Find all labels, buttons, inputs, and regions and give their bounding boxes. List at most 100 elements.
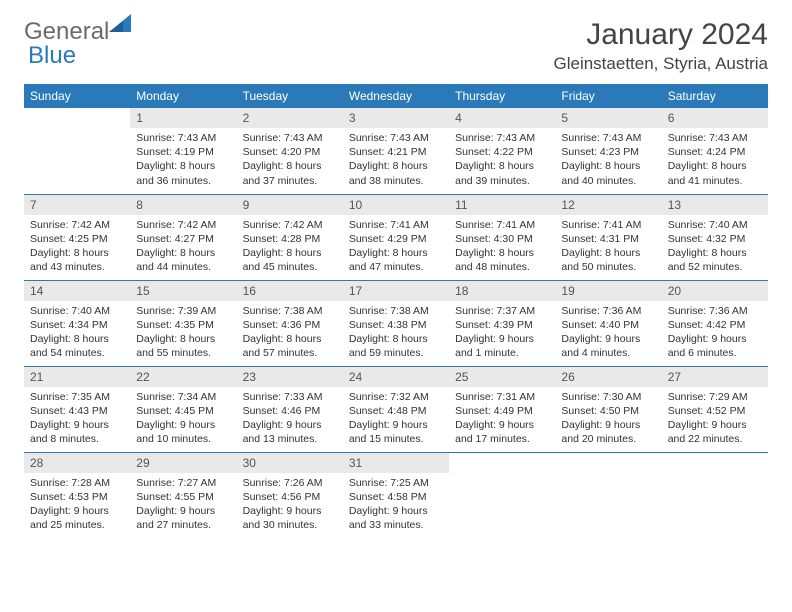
day-details: Sunrise: 7:41 AMSunset: 4:31 PMDaylight:… <box>555 215 661 279</box>
sunset-text: Sunset: 4:46 PM <box>243 404 337 418</box>
day-details: Sunrise: 7:42 AMSunset: 4:27 PMDaylight:… <box>130 215 236 279</box>
weekday-header: Thursday <box>449 84 555 108</box>
day-details: Sunrise: 7:43 AMSunset: 4:21 PMDaylight:… <box>343 128 449 192</box>
daylight-text: Daylight: 9 hours and 1 minute. <box>455 332 549 360</box>
day-details: Sunrise: 7:37 AMSunset: 4:39 PMDaylight:… <box>449 301 555 365</box>
sunrise-text: Sunrise: 7:38 AM <box>243 304 337 318</box>
weekday-header: Wednesday <box>343 84 449 108</box>
calendar-day-cell: 10Sunrise: 7:41 AMSunset: 4:29 PMDayligh… <box>343 194 449 280</box>
sunset-text: Sunset: 4:31 PM <box>561 232 655 246</box>
sunset-text: Sunset: 4:24 PM <box>668 145 762 159</box>
sunset-text: Sunset: 4:58 PM <box>349 490 443 504</box>
sunrise-text: Sunrise: 7:43 AM <box>136 131 230 145</box>
sunrise-text: Sunrise: 7:25 AM <box>349 476 443 490</box>
day-number: 1 <box>130 108 236 128</box>
calendar-day-cell <box>662 452 768 538</box>
sunrise-text: Sunrise: 7:41 AM <box>561 218 655 232</box>
sunset-text: Sunset: 4:43 PM <box>30 404 124 418</box>
day-number: 13 <box>662 195 768 215</box>
weekday-header: Friday <box>555 84 661 108</box>
day-number <box>449 453 555 459</box>
sunrise-text: Sunrise: 7:39 AM <box>136 304 230 318</box>
sunset-text: Sunset: 4:34 PM <box>30 318 124 332</box>
sunset-text: Sunset: 4:28 PM <box>243 232 337 246</box>
day-number: 29 <box>130 453 236 473</box>
day-details: Sunrise: 7:35 AMSunset: 4:43 PMDaylight:… <box>24 387 130 451</box>
day-details: Sunrise: 7:34 AMSunset: 4:45 PMDaylight:… <box>130 387 236 451</box>
day-details: Sunrise: 7:42 AMSunset: 4:25 PMDaylight:… <box>24 215 130 279</box>
calendar-table: SundayMondayTuesdayWednesdayThursdayFrid… <box>24 84 768 538</box>
daylight-text: Daylight: 9 hours and 8 minutes. <box>30 418 124 446</box>
calendar-day-cell: 11Sunrise: 7:41 AMSunset: 4:30 PMDayligh… <box>449 194 555 280</box>
calendar-body: 1Sunrise: 7:43 AMSunset: 4:19 PMDaylight… <box>24 108 768 538</box>
calendar-day-cell: 18Sunrise: 7:37 AMSunset: 4:39 PMDayligh… <box>449 280 555 366</box>
calendar-week-row: 21Sunrise: 7:35 AMSunset: 4:43 PMDayligh… <box>24 366 768 452</box>
calendar-day-cell: 4Sunrise: 7:43 AMSunset: 4:22 PMDaylight… <box>449 108 555 194</box>
day-number: 17 <box>343 281 449 301</box>
daylight-text: Daylight: 8 hours and 44 minutes. <box>136 246 230 274</box>
calendar-day-cell: 15Sunrise: 7:39 AMSunset: 4:35 PMDayligh… <box>130 280 236 366</box>
weekday-header: Monday <box>130 84 236 108</box>
logo-triangle-icon <box>109 14 131 35</box>
sunrise-text: Sunrise: 7:43 AM <box>349 131 443 145</box>
title-block: January 2024 Gleinstaetten, Styria, Aust… <box>554 18 769 74</box>
sunrise-text: Sunrise: 7:31 AM <box>455 390 549 404</box>
calendar-header-row: SundayMondayTuesdayWednesdayThursdayFrid… <box>24 84 768 108</box>
day-details: Sunrise: 7:43 AMSunset: 4:20 PMDaylight:… <box>237 128 343 192</box>
sunset-text: Sunset: 4:23 PM <box>561 145 655 159</box>
sunset-text: Sunset: 4:19 PM <box>136 145 230 159</box>
calendar-day-cell <box>555 452 661 538</box>
day-number: 26 <box>555 367 661 387</box>
day-details: Sunrise: 7:43 AMSunset: 4:19 PMDaylight:… <box>130 128 236 192</box>
sunrise-text: Sunrise: 7:32 AM <box>349 390 443 404</box>
sunset-text: Sunset: 4:36 PM <box>243 318 337 332</box>
daylight-text: Daylight: 8 hours and 38 minutes. <box>349 159 443 187</box>
calendar-day-cell <box>24 108 130 194</box>
sunset-text: Sunset: 4:30 PM <box>455 232 549 246</box>
sunset-text: Sunset: 4:45 PM <box>136 404 230 418</box>
daylight-text: Daylight: 8 hours and 36 minutes. <box>136 159 230 187</box>
calendar-day-cell: 13Sunrise: 7:40 AMSunset: 4:32 PMDayligh… <box>662 194 768 280</box>
day-number: 16 <box>237 281 343 301</box>
sunrise-text: Sunrise: 7:29 AM <box>668 390 762 404</box>
daylight-text: Daylight: 9 hours and 27 minutes. <box>136 504 230 532</box>
day-number: 14 <box>24 281 130 301</box>
calendar-day-cell: 1Sunrise: 7:43 AMSunset: 4:19 PMDaylight… <box>130 108 236 194</box>
month-title: January 2024 <box>554 18 769 52</box>
daylight-text: Daylight: 8 hours and 54 minutes. <box>30 332 124 360</box>
daylight-text: Daylight: 8 hours and 50 minutes. <box>561 246 655 274</box>
calendar-day-cell: 2Sunrise: 7:43 AMSunset: 4:20 PMDaylight… <box>237 108 343 194</box>
sunrise-text: Sunrise: 7:36 AM <box>561 304 655 318</box>
day-number <box>24 108 130 114</box>
daylight-text: Daylight: 8 hours and 59 minutes. <box>349 332 443 360</box>
sunset-text: Sunset: 4:55 PM <box>136 490 230 504</box>
sunset-text: Sunset: 4:38 PM <box>349 318 443 332</box>
sunrise-text: Sunrise: 7:35 AM <box>30 390 124 404</box>
sunset-text: Sunset: 4:49 PM <box>455 404 549 418</box>
day-number: 10 <box>343 195 449 215</box>
day-details: Sunrise: 7:43 AMSunset: 4:24 PMDaylight:… <box>662 128 768 192</box>
day-number: 2 <box>237 108 343 128</box>
daylight-text: Daylight: 9 hours and 33 minutes. <box>349 504 443 532</box>
sunrise-text: Sunrise: 7:43 AM <box>455 131 549 145</box>
day-number: 30 <box>237 453 343 473</box>
day-details: Sunrise: 7:40 AMSunset: 4:32 PMDaylight:… <box>662 215 768 279</box>
calendar-day-cell: 27Sunrise: 7:29 AMSunset: 4:52 PMDayligh… <box>662 366 768 452</box>
calendar-day-cell: 23Sunrise: 7:33 AMSunset: 4:46 PMDayligh… <box>237 366 343 452</box>
daylight-text: Daylight: 9 hours and 22 minutes. <box>668 418 762 446</box>
calendar-week-row: 1Sunrise: 7:43 AMSunset: 4:19 PMDaylight… <box>24 108 768 194</box>
sunrise-text: Sunrise: 7:26 AM <box>243 476 337 490</box>
day-details: Sunrise: 7:36 AMSunset: 4:40 PMDaylight:… <box>555 301 661 365</box>
day-details: Sunrise: 7:39 AMSunset: 4:35 PMDaylight:… <box>130 301 236 365</box>
daylight-text: Daylight: 8 hours and 40 minutes. <box>561 159 655 187</box>
calendar-week-row: 7Sunrise: 7:42 AMSunset: 4:25 PMDaylight… <box>24 194 768 280</box>
sunrise-text: Sunrise: 7:42 AM <box>30 218 124 232</box>
day-number: 23 <box>237 367 343 387</box>
day-number: 6 <box>662 108 768 128</box>
day-details: Sunrise: 7:26 AMSunset: 4:56 PMDaylight:… <box>237 473 343 537</box>
sunrise-text: Sunrise: 7:41 AM <box>455 218 549 232</box>
sunset-text: Sunset: 4:20 PM <box>243 145 337 159</box>
daylight-text: Daylight: 9 hours and 4 minutes. <box>561 332 655 360</box>
day-details: Sunrise: 7:27 AMSunset: 4:55 PMDaylight:… <box>130 473 236 537</box>
sunrise-text: Sunrise: 7:30 AM <box>561 390 655 404</box>
